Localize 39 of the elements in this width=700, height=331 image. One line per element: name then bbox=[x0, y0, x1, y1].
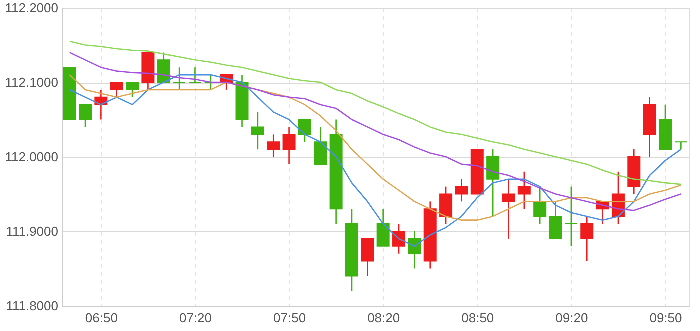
candlestick bbox=[580, 216, 594, 262]
candlestick bbox=[314, 126, 328, 166]
candlestick bbox=[534, 186, 547, 225]
candlestick bbox=[518, 171, 531, 210]
x-tick-label: 09:50 bbox=[650, 310, 682, 326]
candlestick bbox=[455, 178, 468, 202]
x-tick-label: 09:20 bbox=[556, 310, 588, 326]
candlestick bbox=[486, 148, 500, 218]
candlestick bbox=[282, 126, 296, 166]
candlestick bbox=[157, 52, 170, 84]
candlestick bbox=[408, 230, 422, 270]
y-tick-label: 111.9000 bbox=[6, 224, 58, 239]
x-tick-label: 07:50 bbox=[274, 310, 306, 326]
candlestick bbox=[376, 208, 390, 248]
candlestick bbox=[674, 141, 688, 150]
line-series bbox=[69, 74, 682, 221]
candlestick bbox=[392, 223, 406, 254]
y-tick-label: 112.1000 bbox=[5, 75, 58, 90]
x-tick-label: 08:50 bbox=[462, 310, 494, 326]
candlestick bbox=[564, 186, 578, 248]
candlestick bbox=[502, 178, 516, 240]
x-tick-label: 08:20 bbox=[368, 310, 400, 326]
candlestick bbox=[251, 112, 264, 150]
y-tick-label: 112.0000 bbox=[5, 150, 58, 164]
candlestick bbox=[173, 66, 186, 91]
candlestick bbox=[440, 186, 453, 225]
candlestick bbox=[79, 104, 92, 128]
x-tick-label: 06:50 bbox=[85, 310, 118, 326]
candlestick bbox=[361, 238, 374, 277]
candlestick bbox=[549, 201, 562, 240]
candlestick bbox=[110, 82, 124, 98]
candlestick bbox=[188, 66, 202, 84]
y-tick-label: 112.2000 bbox=[5, 0, 58, 16]
candlestick bbox=[298, 119, 312, 143]
line-series bbox=[69, 40, 682, 186]
y-tick-label: 111.8000 bbox=[6, 298, 58, 314]
candlestick bbox=[126, 82, 140, 98]
x-tick-label: 07:20 bbox=[179, 310, 212, 326]
candlestick bbox=[267, 134, 280, 158]
